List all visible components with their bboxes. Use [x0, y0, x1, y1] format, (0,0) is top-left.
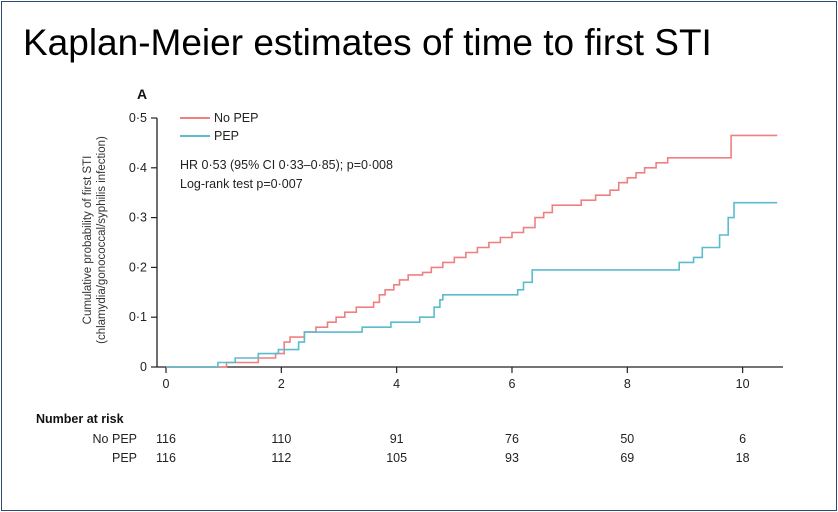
panel-label: A: [137, 86, 147, 102]
y-axis-title: Cumulative probability of first STI (chl…: [82, 136, 108, 344]
risk-value: 112: [271, 451, 291, 465]
risk-row-label-pep: PEP: [112, 451, 137, 465]
x-tick-label: 4: [393, 377, 400, 391]
legend-label-pep: PEP: [214, 129, 239, 143]
risk-table-title: Number at risk: [36, 412, 124, 426]
risk-value: 50: [620, 432, 634, 446]
risk-values: 116 110 91 76 50 6 116 112 105 93 69 18: [156, 432, 750, 465]
y-tick-label: 0·3: [129, 211, 147, 225]
risk-value: 105: [386, 451, 407, 465]
log-rank-annotation: Log-rank test p=0·007: [180, 177, 303, 191]
risk-value: 110: [271, 432, 291, 446]
risk-value: 6: [739, 432, 746, 446]
x-tick-label: 0: [163, 377, 170, 391]
risk-row-label-no-pep: No PEP: [93, 432, 137, 446]
risk-value: 18: [736, 451, 750, 465]
y-tick-label: 0·4: [129, 161, 147, 175]
risk-value: 69: [620, 451, 634, 465]
y-tick-label: 0·5: [129, 111, 147, 125]
legend: No PEP PEP: [180, 111, 258, 143]
x-tick-label: 2: [278, 377, 285, 391]
risk-table: Number at risk No PEP PEP 116 110 91 76 50 61…: [36, 412, 750, 465]
y-axis-label-2: (chlamydia/gonococcal/syphilis infection…: [96, 136, 108, 344]
y-tick-label: 0·2: [129, 260, 147, 274]
y-tick-label: 0: [140, 360, 147, 374]
axes: 0 0·1 0·2 0·3 0·4 0·5 0 2 4 6 8 10: [129, 111, 783, 391]
legend-label-no-pep: No PEP: [214, 111, 258, 125]
risk-value: 91: [390, 432, 404, 446]
risk-value: 116: [156, 451, 176, 465]
risk-value: 76: [505, 432, 519, 446]
series-line-no-pep: [166, 134, 778, 368]
series-layer: [166, 134, 778, 368]
risk-value: 93: [505, 451, 519, 465]
y-axis-label: Cumulative probability of first STI: [82, 156, 94, 325]
x-tick-label: 6: [509, 377, 516, 391]
hazard-ratio-annotation: HR 0·53 (95% CI 0·33–0·85); p=0·008: [180, 158, 393, 172]
slide-title: Kaplan-Meier estimates of time to first …: [23, 22, 712, 63]
y-tick-label: 0·1: [129, 310, 147, 324]
series-line-pep: [166, 201, 778, 368]
risk-value: 116: [156, 432, 176, 446]
x-tick-label: 10: [736, 377, 750, 391]
x-tick-label: 8: [624, 377, 631, 391]
